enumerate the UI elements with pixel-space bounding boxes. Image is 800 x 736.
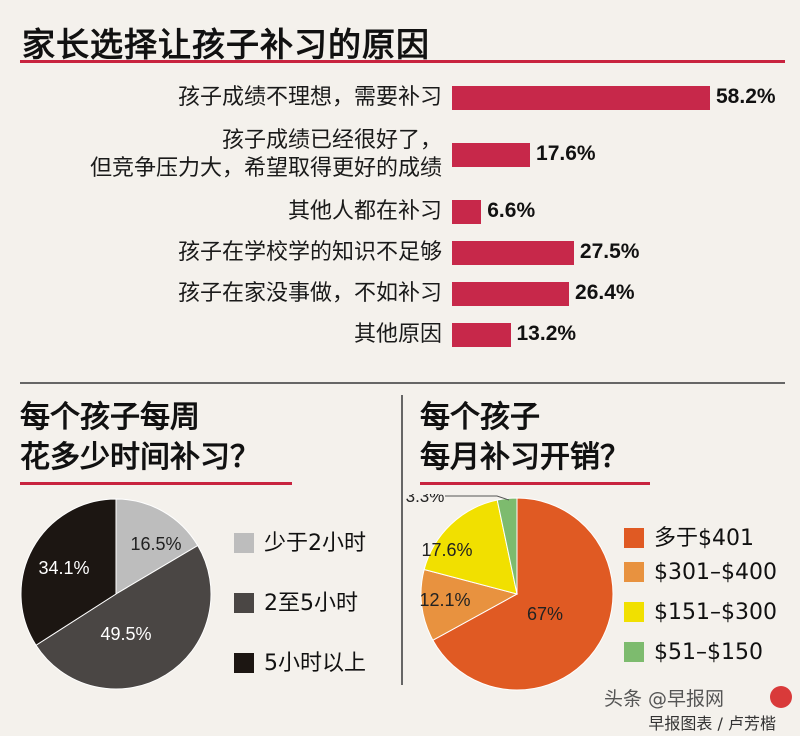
pie2-title: 每个孩子 每月补习开销？ [420,398,630,478]
pie-value-label: 3.3% [406,494,445,506]
legend-item: $151–$300 [624,600,777,625]
bar-value-label: 13.2% [516,322,577,345]
pie-value-label: 16.5% [130,534,181,554]
pie-slice [432,497,614,691]
legend-label: $151–$300 [654,600,777,625]
footer-credit: 早报图表 / 卢芳楷 [648,714,776,733]
bar-category-label: 其他人都在补习 [287,199,442,224]
pie-slice [20,498,117,646]
legend-item: 少于2小时 [234,525,366,557]
section-divider-horizontal [20,382,785,384]
bar-category-label: 孩子成绩不理想，需要补习 [177,85,442,110]
bar [452,143,531,167]
bar-chart: 孩子成绩不理想，需要补习 58.2% 孩子成绩已经很好了， 但竞争压力大，希望取得更… [89,85,776,347]
bar-category-label: 孩子在学校学的知识不足够 [177,240,442,265]
legend-swatch [234,533,254,553]
legend-swatch [624,528,644,548]
legend-item: 多于$401 [624,520,754,552]
pie1-title-line1: 每个孩子每周 [20,400,200,435]
bar [452,200,482,224]
pie1-title-underline [20,482,292,485]
legend-label: 2至5小时 [264,591,358,616]
legend-item: 2至5小时 [234,585,358,617]
pie-slice [423,499,518,595]
legend-item: $301–$400 [624,560,777,585]
pie-value-label: 67% [527,604,563,624]
section-divider-vertical [401,395,403,685]
bar [452,323,511,347]
bar-category-label: 孩子在家没事做，不如补习 [177,281,442,306]
legend-item: $51–$150 [624,640,763,665]
bar [452,241,574,265]
legend-label: 多于$401 [654,526,754,551]
pie2-title-line1: 每个孩子 [420,400,540,435]
pie2-title-line2: 每月补习开销？ [420,440,630,475]
pie1-title: 每个孩子每周 花多少时间补习？ [20,398,260,478]
pie-slice [496,497,518,595]
bar-value-label: 6.6% [487,199,536,222]
legend-swatch [624,642,644,662]
bar-category-label: 其他原因 [353,322,442,347]
bar-category-label: 孩子成绩已经很好了， 但竞争压力大，希望取得更好的成绩 [89,128,442,181]
watermark-text: 头条 @早报网 [604,688,725,710]
bar-value-label: 26.4% [575,281,635,304]
legend-item: 5小时以上 [234,645,366,677]
bar-chart-title: 家长选择让孩子补习的原因 [22,25,430,64]
pie-value-label: 12.1% [419,590,470,610]
legend-swatch [624,562,644,582]
bar [452,282,570,306]
pie-slice [115,498,199,595]
pie2-title-underline [420,482,650,485]
legend-swatch [624,602,644,622]
pie2-chart: 67% 12.1% 17.6% 3.3% [406,494,614,691]
title-underline [20,60,785,63]
pie-slice [420,568,519,641]
watermark-logo-icon [770,686,792,708]
pie1-title-line2: 花多少时间补习？ [20,440,260,475]
pie-slice [35,544,212,690]
bar-value-label: 17.6% [536,142,596,165]
bar-value-label: 58.2% [716,85,776,108]
legend-label: $51–$150 [654,640,763,665]
legend-label: $301–$400 [654,560,777,585]
pie-leader-line [445,495,510,501]
legend-label: 5小时以上 [264,651,366,676]
pie-value-label: 49.5% [100,624,151,644]
pie-value-label: 34.1% [38,558,89,578]
pie-value-label: 17.6% [421,540,472,560]
legend-swatch [234,593,254,613]
legend-swatch [234,653,254,673]
legend-label: 少于2小时 [264,531,366,556]
bar-value-label: 27.5% [579,240,640,263]
pie1-chart: 16.5% 49.5% 34.1% [20,498,212,690]
bar [452,86,710,110]
